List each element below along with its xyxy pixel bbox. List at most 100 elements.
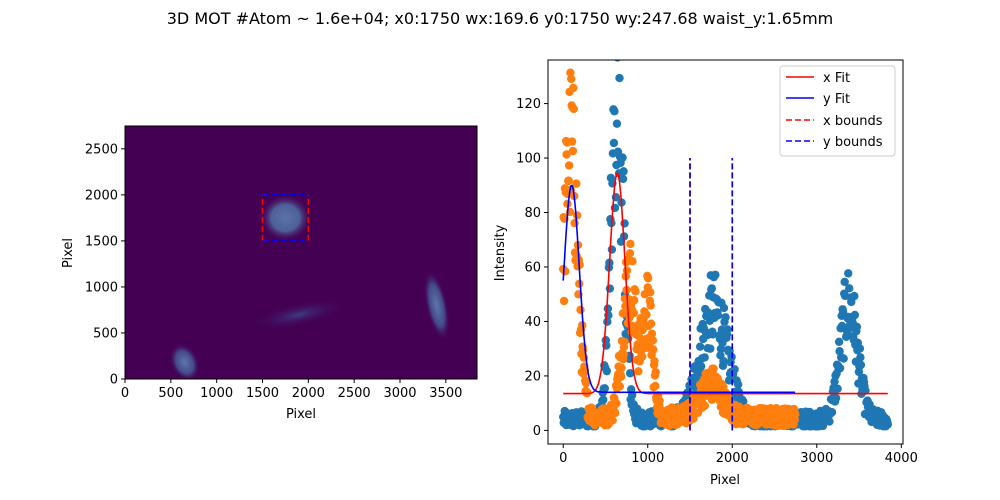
x-profile-point (603, 304, 613, 313)
y-profile-point (646, 301, 655, 310)
y-profile-point (625, 249, 635, 258)
y-profile-point (651, 367, 660, 377)
x-profile-point (619, 167, 628, 176)
tick-label: 0 (110, 373, 118, 388)
legend-x-fit: x Fit (823, 71, 850, 86)
tick-label: 2000 (85, 188, 118, 203)
x-profile-point (845, 284, 854, 293)
y-profile-point (638, 352, 647, 361)
y-profile-point (631, 287, 640, 296)
y-profile-point (569, 104, 578, 114)
x-profile-point (620, 219, 629, 228)
x-profile-point (615, 73, 624, 83)
y-profile-point (569, 83, 578, 93)
y-profile-point (651, 381, 660, 391)
legend-y-bounds: y bounds (823, 135, 883, 150)
x-profile-point (834, 337, 844, 347)
y-profile-point (566, 68, 575, 77)
profile-ylabel: Intensity (493, 224, 508, 281)
profile-y-ticks: 0 20 40 60 80 100 120 (516, 97, 548, 439)
y-profile-point (626, 239, 635, 249)
y-profile-point (564, 161, 574, 170)
x-profile-point (713, 311, 723, 320)
x-profile-point (611, 45, 619, 53)
image-x-ticks: 0 500 1000 1500 2000 2500 3000 3500 (121, 379, 462, 401)
x-profile-point (711, 270, 720, 280)
x-profile-point (721, 313, 730, 322)
tick-label: 1000 (200, 386, 233, 401)
y-profile-point (649, 345, 658, 354)
y-profile-point (630, 296, 639, 305)
y-profile-point (642, 310, 651, 319)
tick-label: 2500 (338, 386, 371, 401)
x-profile-point (614, 49, 622, 57)
y-profile-point (559, 296, 569, 306)
tick-label: 1000 (631, 451, 664, 466)
x-profile-point (856, 353, 865, 362)
y-profile-point (615, 382, 625, 391)
y-profile-point (646, 288, 655, 297)
tick-label: 0 (559, 451, 567, 466)
y-profile-point (562, 150, 571, 159)
tick-label: 1000 (85, 280, 118, 295)
tick-label: 2500 (85, 142, 118, 157)
x-profile-point (695, 342, 705, 351)
x-profile-point (850, 310, 860, 320)
x-profile-point (840, 277, 849, 287)
x-profile-point (856, 360, 866, 370)
bright-region (259, 193, 312, 242)
image-axes: 0 500 1000 1500 2000 2500 3000 3500 0 500 1000 150… (61, 125, 478, 422)
y-profile-point (583, 388, 592, 397)
camera-image (125, 126, 477, 379)
y-profile-point (567, 74, 576, 84)
y-profile-point (700, 401, 709, 411)
x-profile-point (723, 325, 732, 334)
y-profile-point (628, 257, 637, 266)
tick-label: 4000 (885, 451, 918, 466)
y-profile-point (581, 378, 591, 388)
tick-label: 1500 (246, 386, 279, 401)
profile-x-ticks: 0 1000 2000 3000 4000 (559, 444, 918, 466)
x-profile-point (602, 366, 612, 376)
tick-label: 0 (533, 424, 541, 439)
x-profile-point (839, 354, 848, 363)
y-profile-point (612, 399, 621, 408)
y-profile-point (617, 363, 626, 372)
y-profile-point (647, 329, 657, 338)
tick-label: 500 (93, 326, 118, 341)
y-profile-point (655, 396, 664, 405)
tick-label: 2000 (292, 386, 325, 401)
x-profile-point (861, 386, 870, 395)
y-profile-point (616, 372, 626, 381)
y-profile-point (619, 350, 628, 359)
x-profile-point (883, 420, 892, 429)
y-profile-point (634, 367, 643, 376)
x-profile-point (607, 245, 617, 254)
tick-label: 60 (524, 260, 541, 275)
y-profile-point (629, 308, 638, 318)
x-profile-point (610, 107, 619, 116)
x-profile-point (618, 153, 627, 162)
profile-frame (547, 59, 904, 445)
figure-title: 3D MOT #Atom ~ 1.6e+04; x0:1750 wx:169.6… (166, 9, 834, 28)
y-profile-point (643, 274, 653, 283)
x-profile-point (707, 284, 717, 293)
legend-y-fit: y Fit (823, 92, 850, 107)
x-fit-line (563, 171, 888, 395)
y-profile-point (576, 305, 585, 315)
y-profile-point (561, 267, 570, 276)
y-fit-line (562, 184, 796, 394)
tick-label: 500 (158, 386, 183, 401)
y-profile-point (648, 336, 658, 345)
legend-x-bounds: x bounds (823, 114, 883, 129)
x-profile-point (625, 369, 635, 378)
x-profile-point (706, 344, 715, 353)
tick-label: 40 (524, 315, 541, 330)
y-profile-point (610, 408, 620, 418)
tick-label: 1500 (85, 234, 118, 249)
x-profile-point (850, 291, 859, 301)
tick-label: 120 (516, 97, 541, 112)
tick-label: 20 (524, 369, 541, 384)
tick-label: 3500 (429, 386, 462, 401)
